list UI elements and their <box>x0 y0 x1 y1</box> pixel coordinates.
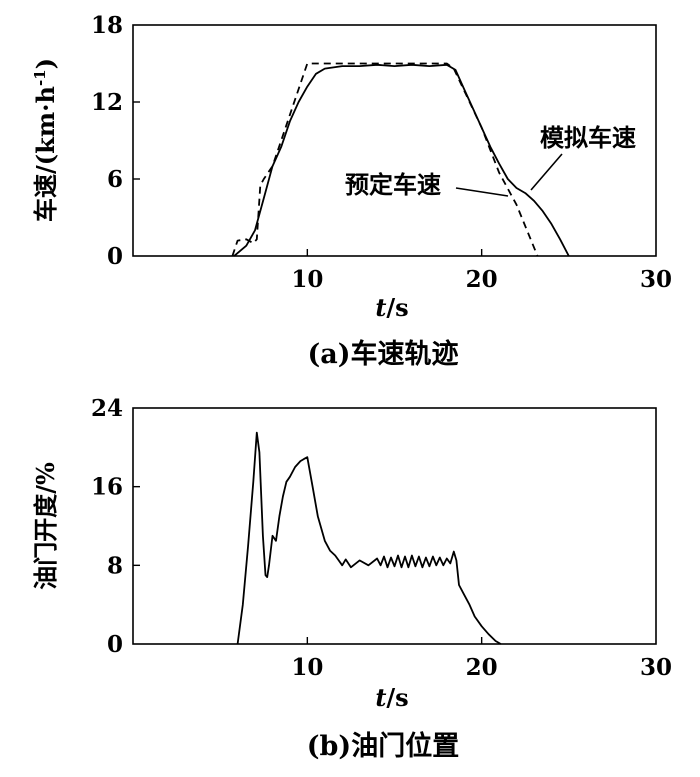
leader-simulated-speed <box>530 153 563 191</box>
y-tick-label-b-0: 0 <box>107 631 123 658</box>
x-tick-label-a-10: 10 <box>291 266 323 293</box>
annotation-planned-speed: 预定车速 <box>345 171 441 199</box>
x-axis-label-b: t/s <box>375 683 408 712</box>
y-ticks-b: 0 8 16 24 <box>91 395 140 658</box>
y-tick-label-a-18: 18 <box>91 12 123 39</box>
x-tick-label-b-10: 10 <box>291 654 323 681</box>
y-ticks-a: 0 6 12 18 <box>91 12 140 270</box>
x-ticks-b: 10 20 30 <box>291 637 672 681</box>
series-simulated-speed <box>233 63 570 257</box>
leader-planned-speed <box>455 187 509 197</box>
annotation-simulated-speed: 模拟车速 <box>540 124 636 152</box>
caption-a: (a)车速轨迹 <box>307 338 458 370</box>
x-tick-label-a-30: 30 <box>640 266 672 293</box>
y-axis-label-a: 车速/(km·h-1) <box>31 58 60 222</box>
series-planned-speed <box>231 62 539 257</box>
x-tick-label-b-30: 30 <box>640 654 672 681</box>
y-tick-label-a-0: 0 <box>107 243 123 270</box>
series-throttle-opening <box>236 431 502 645</box>
y-axis-label-b: 油门开度/% <box>31 462 60 590</box>
panel-b-throttle-position: 0 8 16 24 10 20 30 油门开度/% t/s (b)油门位置 <box>31 395 672 762</box>
y-tick-label-b-24: 24 <box>91 395 123 422</box>
x-ticks-a: 10 20 30 <box>291 249 672 293</box>
plot-b-frame <box>132 407 657 645</box>
y-tick-label-a-12: 12 <box>91 89 123 116</box>
y-tick-label-b-16: 16 <box>91 474 123 501</box>
x-tick-label-a-20: 20 <box>466 266 498 293</box>
y-tick-label-a-6: 6 <box>107 166 123 193</box>
x-tick-label-b-20: 20 <box>466 654 498 681</box>
caption-b: (b)油门位置 <box>307 730 459 762</box>
plot-a-frame <box>132 24 657 257</box>
y-tick-label-b-8: 8 <box>107 552 123 579</box>
x-axis-label-a: t/s <box>375 293 408 322</box>
